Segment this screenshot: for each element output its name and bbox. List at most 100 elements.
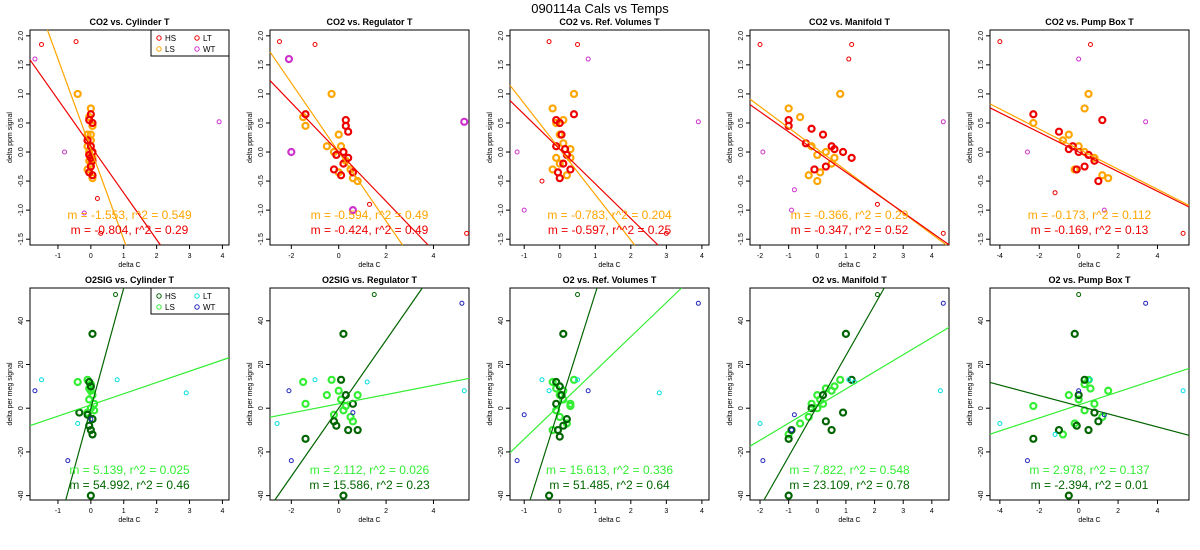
data-point-hs [75, 408, 84, 417]
data-point-hs [344, 425, 353, 435]
data-point-hs [559, 329, 568, 338]
x-tick-label: 4 [700, 253, 704, 260]
data-point-lt [274, 421, 280, 427]
legend-label: LT [203, 34, 212, 43]
fit-line-ls [29, 357, 230, 427]
data-point-hs [339, 329, 348, 338]
y-axis-label: delta ppm signal [247, 112, 254, 163]
data-point-lt [1180, 388, 1186, 394]
x-tick-label: -2 [288, 508, 294, 515]
y-tick-label: 2.0 [258, 31, 265, 41]
y-tick-label: 1.5 [18, 60, 25, 70]
data-point-wt [1024, 149, 1030, 155]
chart-panel-o2: O2SIG vs. Regulator T-2 0 2 4-40-2002040del… [247, 275, 470, 524]
data-point-hs [83, 410, 92, 419]
fit-line-hs [989, 381, 1190, 436]
fit-annotation-ls: m = -0.173, r^2 = 0.112 [1028, 208, 1152, 222]
y-axis-label: delta ppm signal [487, 112, 494, 163]
legend: HS LT LS WT [150, 287, 230, 315]
legend: HS LT LS WT [150, 29, 230, 57]
fit-line-ls [269, 377, 470, 418]
data-point-lt [312, 42, 318, 48]
chart-panel-c1: CO2 vs. Cylinder T -1 0 1 2 3 4 -1.5 -1.0 -0.5 0.0… [7, 17, 230, 269]
data-point-wt [1143, 300, 1149, 306]
y-tick-label: 0 [738, 406, 745, 410]
y-tick-label: 2.0 [978, 31, 985, 41]
data-point-ls [1098, 171, 1107, 180]
y-axis-label: delta ppm signal [967, 112, 974, 163]
data-point-hs [329, 165, 339, 174]
fit-line-hs [763, 287, 885, 501]
data-point-extra [113, 292, 119, 298]
x-tick-label: 3 [664, 508, 668, 515]
x-tick-label: 3 [664, 253, 668, 260]
y-tick-label: 20 [18, 361, 25, 369]
x-tick-label: 4 [930, 508, 934, 515]
x-tick-label: -4 [997, 253, 1003, 260]
data-point-ls [796, 419, 805, 428]
data-point-lt [937, 388, 943, 394]
y-tick-label: 0 [258, 406, 265, 410]
data-point-hs [344, 153, 353, 162]
legend-label: LS [165, 303, 175, 312]
data-point-hs [821, 162, 830, 171]
data-point-hs [341, 121, 350, 130]
data-point-hs [88, 171, 97, 180]
fit-annotation-hs: m = -0.597, r^^2 = 0.25 [548, 223, 672, 237]
y-tick-label: 2.0 [738, 31, 745, 41]
data-point-hs [329, 417, 339, 426]
x-tick-label: -2 [1036, 253, 1042, 260]
data-point-hs [784, 434, 793, 443]
data-point-ls [1064, 130, 1073, 139]
y-tick-label: 0.0 [738, 147, 745, 157]
data-point-ls [1084, 89, 1093, 99]
data-point-hs [830, 145, 839, 154]
data-point-wt [760, 458, 766, 464]
data-point-lt [757, 42, 763, 48]
data-point-hs [301, 434, 310, 443]
data-point-wt [286, 388, 292, 394]
chart-panel-o5: O2 vs. Pump Box T-4 -2 0 2 4-40-2002040delta… [967, 275, 1190, 524]
data-point-wt [288, 458, 294, 464]
x-tick-label: 2 [155, 508, 159, 515]
data-point-lt [575, 42, 581, 48]
data-point-ls [569, 375, 579, 384]
x-tick-label: 4 [220, 253, 224, 260]
plot-frame [749, 29, 950, 246]
plot-frame [749, 287, 950, 501]
data-point-wt [521, 412, 527, 418]
data-point-hs [552, 399, 561, 408]
data-point-hs [847, 153, 856, 162]
y-tick-label: -40 [738, 490, 745, 500]
data-point-wt [287, 147, 296, 157]
data-point-wt [65, 458, 71, 464]
data-point-lt [73, 39, 79, 45]
data-point-wt [1076, 56, 1082, 62]
data-point-hs [557, 390, 566, 400]
x-tick-label: 0 [89, 508, 93, 515]
y-tick-label: 0 [978, 406, 985, 410]
data-point-ls [1080, 380, 1089, 389]
y-tick-label: -20 [258, 447, 265, 457]
data-point-ls [1074, 395, 1083, 404]
y-axis-label: delta ppm signal [727, 112, 734, 163]
fit-line-ls [989, 367, 1190, 435]
x-tick-label: -1 [55, 508, 61, 515]
data-point-lt [94, 196, 100, 202]
data-point-wt [284, 54, 294, 64]
data-point-lt [757, 421, 763, 427]
data-point-wt [789, 427, 795, 433]
data-point-lt [546, 388, 552, 394]
plot-frame [269, 287, 470, 501]
data-point-wt [1143, 119, 1149, 125]
data-point-ls [327, 375, 336, 384]
plot-frame [29, 29, 230, 246]
y-tick-label: -0.5 [978, 175, 985, 187]
legend-marker [194, 46, 200, 52]
data-point-wt [32, 388, 38, 394]
y-tick-label: 0.0 [18, 147, 25, 157]
data-point-hs [1084, 425, 1093, 435]
fit-line-ls [989, 103, 1190, 206]
data-point-hs [88, 430, 97, 439]
y-tick-label: 0 [498, 406, 505, 410]
